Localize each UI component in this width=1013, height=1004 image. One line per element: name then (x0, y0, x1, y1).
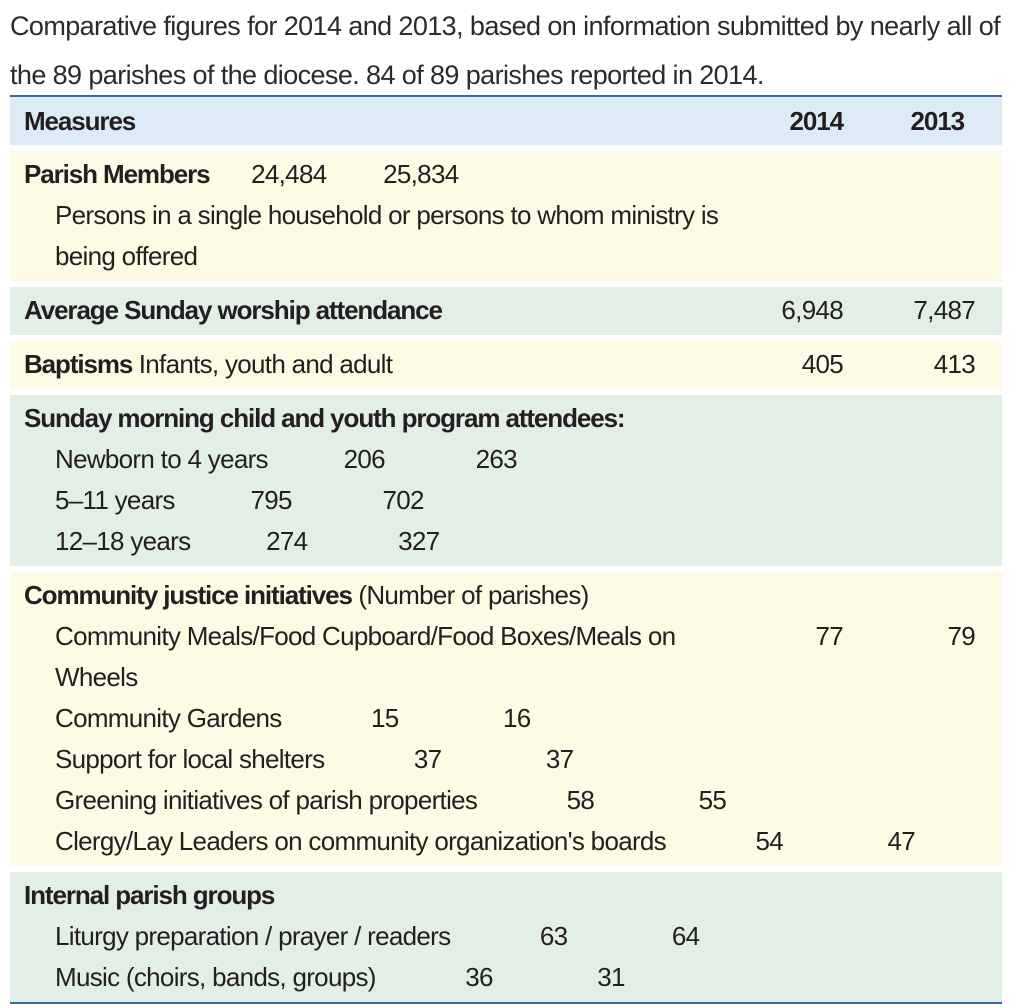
attendance-row: Average Sunday worship attendance 6,948 … (10, 281, 1002, 335)
justice-item-label: Support for local shelters (55, 744, 325, 774)
youth-item-label: 5–11 years (55, 485, 175, 515)
table-row: Community Gardens 15 16 (10, 698, 558, 739)
youth-item-label: Newborn to 4 years (55, 444, 269, 474)
table-row: Music (choirs, bands, groups) 36 31 (10, 957, 652, 998)
table-row: Clergy/Lay Leaders on community organiza… (10, 821, 942, 862)
youth-program-label: Sunday morning child and youth program a… (24, 403, 626, 433)
justice-item-2013: 55 (698, 785, 727, 815)
justice-label-wrap: Community justice initiatives (Number of… (10, 575, 589, 616)
internal-item-label: Liturgy preparation / prayer / readers (55, 921, 451, 951)
justice-item-2014: 54 (755, 826, 783, 856)
justice-detail: (Number of parishes) (351, 580, 589, 610)
baptisms-2013: 413 (933, 349, 976, 379)
baptisms-row: Baptisms Infants, youth and adult 405 41… (10, 335, 1002, 389)
parish-members-2013: 25,834 (383, 159, 459, 189)
justice-item-2014: 77 (815, 621, 843, 651)
justice-item-label: Greening initiatives of parish propertie… (55, 785, 478, 815)
table-row: Liturgy preparation / prayer / readers 6… (10, 916, 726, 957)
header-2013: 2013 (910, 105, 966, 136)
attendance-label: Average Sunday worship attendance (24, 295, 443, 325)
justice-item-label: Community Gardens (55, 703, 282, 733)
attendance-2013: 7,487 (913, 295, 975, 325)
internal-item-2014: 63 (539, 921, 568, 951)
parish-members-2014: 24,484 (251, 159, 327, 189)
internal-item-2013: 31 (597, 962, 625, 992)
justice-item-label: Clergy/Lay Leaders on community organiza… (55, 826, 667, 856)
table-row: 5–11 years 795 702 (10, 480, 451, 521)
baptisms-detail: Infants, youth and adult (132, 349, 393, 379)
attendance-2014: 6,948 (781, 295, 843, 325)
page: Comparative figures for 2014 and 2013, b… (10, 11, 1002, 1004)
justice-item-2013: 79 (947, 621, 975, 651)
header-2014: 2014 (789, 105, 845, 136)
intro-text: Comparative figures for 2014 and 2013, b… (10, 11, 1001, 90)
youth-item-2013: 263 (475, 444, 518, 474)
justice-item-2014: 37 (413, 744, 442, 774)
justice-label: Community justice initiatives (24, 580, 353, 610)
youth-item-2013: 702 (382, 485, 424, 515)
youth-program-section: Sunday morning child and youth program a… (10, 389, 1002, 566)
justice-item-label: Community Meals/Food Cupboard/Food Boxes… (55, 621, 676, 692)
internal-item-2013: 64 (671, 921, 700, 951)
internal-item-2014: 36 (465, 962, 493, 992)
parish-members-description: Persons in a single household or persons… (55, 200, 719, 271)
parish-members-label: Parish Members (24, 159, 211, 189)
table-row: Greening initiatives of parish propertie… (10, 780, 753, 821)
internal-section: Internal parish groups Liturgy preparati… (10, 866, 1002, 1002)
table-row: Support for local shelters 37 37 (10, 739, 600, 780)
parish-members-row: Parish Members 24,484 25,834 Persons in … (10, 145, 1002, 281)
internal-label: Internal parish groups (24, 880, 275, 910)
justice-item-2013: 37 (545, 744, 574, 774)
table-header: Measures 2014 2013 (10, 97, 1002, 145)
header-measures: Measures (24, 105, 136, 136)
youth-item-label: 12–18 years (55, 526, 191, 556)
statistics-table: Measures 2014 2013 Parish Members 24,484… (10, 95, 1002, 1004)
justice-section: Community justice initiatives (Number of… (10, 566, 1002, 866)
baptisms-label-wrap: Baptisms Infants, youth and adult (10, 344, 726, 385)
justice-item-2013: 47 (887, 826, 915, 856)
table-row: 12–18 years 274 327 (10, 521, 466, 562)
table-row: Newborn to 4 years 206 263 (10, 439, 544, 480)
youth-item-2014: 206 (343, 444, 386, 474)
table-row: Community Meals/Food Cupboard/Food Boxes… (10, 616, 1002, 698)
baptisms-label: Baptisms (24, 349, 133, 379)
youth-item-2014: 274 (266, 526, 308, 556)
justice-item-2014: 58 (566, 785, 595, 815)
youth-item-2014: 795 (250, 485, 292, 515)
justice-item-2013: 16 (503, 703, 531, 733)
internal-item-label: Music (choirs, bands, groups) (55, 962, 376, 992)
baptisms-2014: 405 (801, 349, 844, 379)
youth-item-2013: 327 (398, 526, 440, 556)
justice-item-2014: 15 (371, 703, 399, 733)
